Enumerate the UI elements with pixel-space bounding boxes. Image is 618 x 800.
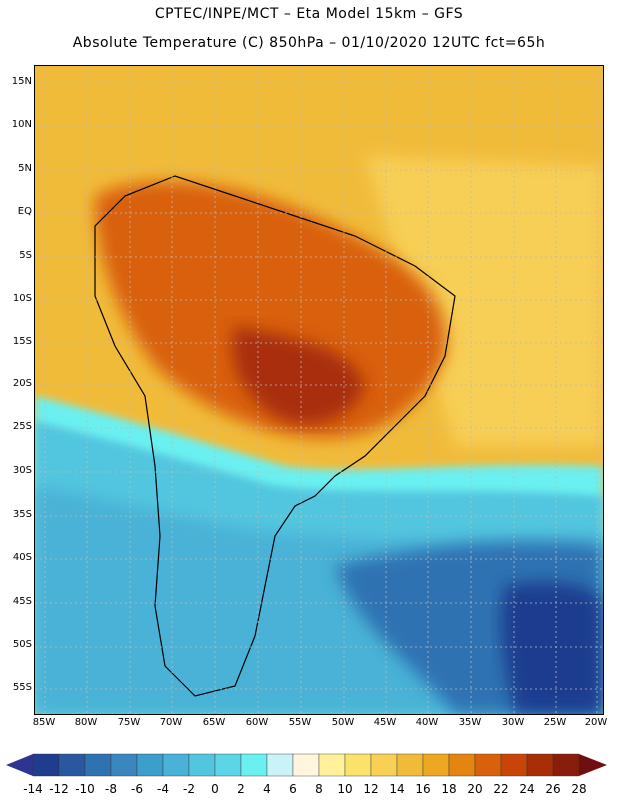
lon-label: 60W [245,717,269,728]
colorbar-tick-label: 24 [519,782,535,796]
colorbar-swatch [58,753,86,777]
lat-label: 25S [12,421,32,432]
colorbar-under-arrow [6,754,33,776]
lat-label: 20S [12,378,32,389]
lon-label: 85W [32,717,56,728]
lon-label: 50W [331,717,355,728]
colorbar-swatch [84,753,112,777]
lat-label: 10S [12,293,32,304]
lat-label: EQ [17,206,32,217]
colorbar-swatch [266,753,294,777]
colorbar-tick-label: 8 [315,782,323,796]
colorbar-swatch [188,753,216,777]
lon-label: 55W [288,717,312,728]
colorbar [6,753,607,777]
lat-label: 10N [11,119,32,130]
colorbar-swatch [110,753,138,777]
colorbar-swatch [396,753,424,777]
lon-label: 75W [117,717,141,728]
colorbar-swatch [448,753,476,777]
colorbar-tick-label: -8 [105,782,117,796]
hottest-field [232,326,365,425]
colorbar-swatch [422,753,450,777]
lat-label: 15N [11,76,32,87]
colorbar-swatch [344,753,372,777]
colorbar-swatch [136,753,164,777]
lon-label: 70W [159,717,183,728]
colorbar-tick-label: -10 [75,782,95,796]
colorbar-swatch [552,753,580,777]
lon-label: 45W [373,717,397,728]
colorbar-tick-label: -14 [23,782,43,796]
lat-label: 45S [12,596,32,607]
lon-label: 40W [415,717,439,728]
colorbar-swatch [370,753,398,777]
colorbar-tick-label: 0 [211,782,219,796]
colorbar-swatch [318,753,346,777]
lon-label: 30W [501,717,525,728]
colorbar-over-arrow [579,754,607,776]
map-title-line2: Absolute Temperature (C) 850hPa – 01/10/… [72,35,546,51]
colorbar-swatch [240,753,268,777]
lon-label: 80W [74,717,98,728]
colorbar-swatch [500,753,528,777]
lat-label: 5N [18,163,32,174]
colorbar-tick-label: -12 [49,782,69,796]
lat-label: 50S [12,639,32,650]
lon-label: 20W [584,717,608,728]
colorbar-swatch [474,753,502,777]
lon-label: 35W [458,717,482,728]
colorbar-tick-label: -2 [183,782,195,796]
colorbar-tick-label: 14 [389,782,405,796]
colorbar-swatch [526,753,554,777]
lat-label: 5S [19,250,32,261]
lon-label: 65W [202,717,226,728]
lat-lon-grid [35,66,603,714]
colorbar-swatch [214,753,242,777]
lat-label: 15S [12,336,32,347]
lat-label: 35S [12,509,32,520]
lat-label: 30S [12,465,32,476]
colorbar-tick-label: -6 [131,782,143,796]
colorbar-tick-label: -4 [157,782,169,796]
colorbar-tick-label: 2 [237,782,245,796]
colorbar-swatch [162,753,190,777]
atlantic-warm-field [365,156,603,446]
temperature-map [34,65,604,715]
colorbar-tick-label: 20 [467,782,483,796]
coldest-field [500,582,603,714]
colorbar-tick-label: 18 [441,782,457,796]
colorbar-swatch [292,753,320,777]
colorbar-swatch [32,753,60,777]
colorbar-tick-label: 4 [263,782,271,796]
lat-label: 55S [12,682,32,693]
colorbar-tick-label: 12 [363,782,379,796]
colorbar-tick-label: 28 [571,782,587,796]
colorbar-tick-label: 6 [289,782,297,796]
map-title-line1: CPTEC/INPE/MCT – Eta Model 15km – GFS [154,6,464,22]
colorbar-tick-label: 10 [337,782,353,796]
colorbar-tick-label: 16 [415,782,431,796]
lat-label: 40S [12,552,32,563]
colorbar-tick-label: 22 [493,782,509,796]
lon-label: 25W [543,717,567,728]
continent-outline [94,175,456,697]
colorbar-tick-label: 26 [545,782,561,796]
